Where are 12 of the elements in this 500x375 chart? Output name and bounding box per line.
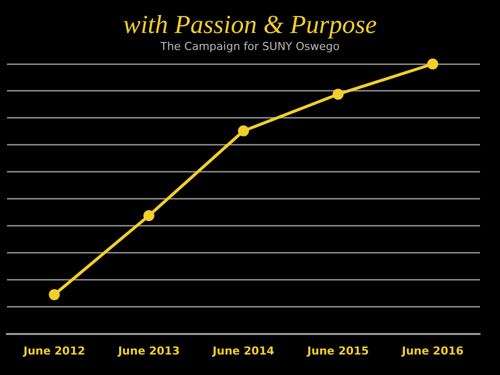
point: [238, 125, 249, 136]
x-tick-label: June 2015: [306, 344, 369, 358]
point: [427, 58, 438, 70]
point: [48, 289, 60, 300]
x-tick-label: June 2014: [212, 344, 275, 358]
point: [143, 210, 154, 222]
x-tick-label: June 2013: [117, 344, 180, 358]
chart-title: with Passion & Purpose: [122, 10, 378, 40]
x-tick-label: June 2016: [400, 344, 464, 358]
chart-subtitle: The Campaign for SUNY Oswego: [159, 40, 341, 54]
point: [332, 88, 344, 100]
x-tick-label: June 2012: [22, 344, 86, 358]
